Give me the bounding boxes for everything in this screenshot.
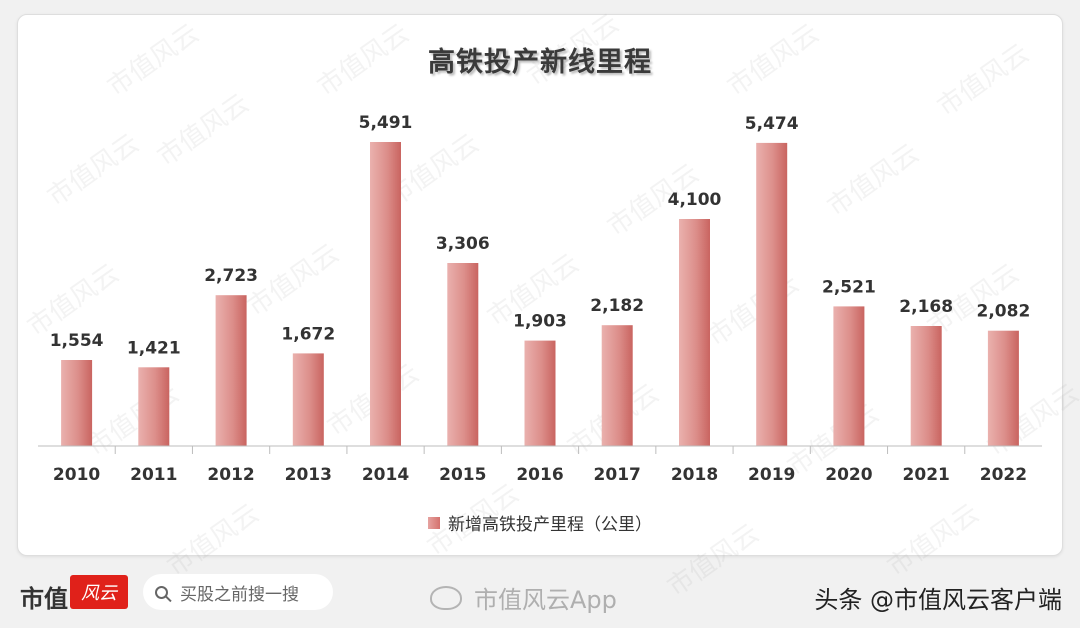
tick-label-2017: 2017 (594, 465, 641, 485)
bar-2019 (756, 142, 788, 446)
value-label-2018: 4,100 (668, 190, 722, 210)
bar-2021 (910, 326, 942, 446)
value-label-2017: 2,182 (590, 296, 644, 316)
weibo-watermark: 市值风云App (430, 580, 617, 615)
brand-logo[interactable]: 风云 (70, 575, 128, 609)
value-label-2012: 2,723 (204, 266, 258, 286)
legend-swatch (428, 516, 440, 529)
bar-2011 (138, 367, 170, 446)
tick-label-2014: 2014 (362, 465, 409, 485)
value-label-2019: 5,474 (745, 114, 799, 134)
bar-2016 (524, 340, 556, 446)
value-label-2011: 1,421 (127, 338, 181, 358)
legend-label: 新增高铁投产里程（公里） (448, 515, 652, 535)
chart-title: 高铁投产新线里程 (428, 47, 652, 78)
weibo-text: 市值风云App (474, 586, 617, 614)
brand-name: 市值 (20, 585, 68, 613)
tick-label-2011: 2011 (130, 465, 177, 485)
value-label-2015: 3,306 (436, 234, 490, 254)
chart-card (17, 14, 1063, 556)
bar-2022 (987, 330, 1019, 446)
toutiao-handle: 头条 @市值风云客户端 (814, 586, 1062, 614)
value-label-2021: 2,168 (899, 297, 953, 317)
weibo-icon (430, 585, 462, 610)
tick-label-2019: 2019 (748, 465, 795, 485)
value-label-2013: 1,672 (281, 324, 335, 344)
value-label-2014: 5,491 (359, 113, 413, 133)
bar-2020 (833, 306, 865, 446)
search-placeholder: 买股之前搜一搜 (180, 584, 299, 605)
bar-2018 (679, 219, 710, 446)
value-label-2020: 2,521 (822, 277, 876, 297)
tick-label-2022: 2022 (980, 465, 1027, 485)
bar-2015 (447, 263, 479, 446)
tick-label-2016: 2016 (516, 465, 563, 485)
bar-2010 (61, 360, 93, 446)
bar-chart: 1,554 1,421 2,723 1,672 5,491 3,306 1,903 2,182… (38, 113, 1042, 485)
search-icon (155, 585, 168, 599)
tick-label-2010: 2010 (53, 465, 100, 485)
value-label-2022: 2,082 (977, 302, 1031, 322)
value-label-2010: 1,554 (50, 331, 104, 351)
tick-label-2015: 2015 (439, 465, 486, 485)
bar-2014 (370, 142, 401, 446)
bar-2013 (292, 353, 324, 446)
tick-label-2020: 2020 (825, 465, 872, 485)
tick-label-2013: 2013 (285, 465, 332, 485)
tick-label-2021: 2021 (903, 465, 950, 485)
chart-legend: 新增高铁投产里程（公里） (0, 510, 1080, 535)
tick-label-2012: 2012 (207, 465, 254, 485)
search-box[interactable]: 买股之前搜一搜 (143, 574, 333, 610)
tick-label-2018: 2018 (671, 465, 718, 485)
value-label-2016: 1,903 (513, 312, 567, 332)
bar-2012 (215, 295, 247, 446)
footer-bar: 市值 风云 买股之前搜一搜 市值风云App 头条 @市值风云客户端 (0, 560, 1080, 628)
bar-2017 (601, 325, 633, 446)
